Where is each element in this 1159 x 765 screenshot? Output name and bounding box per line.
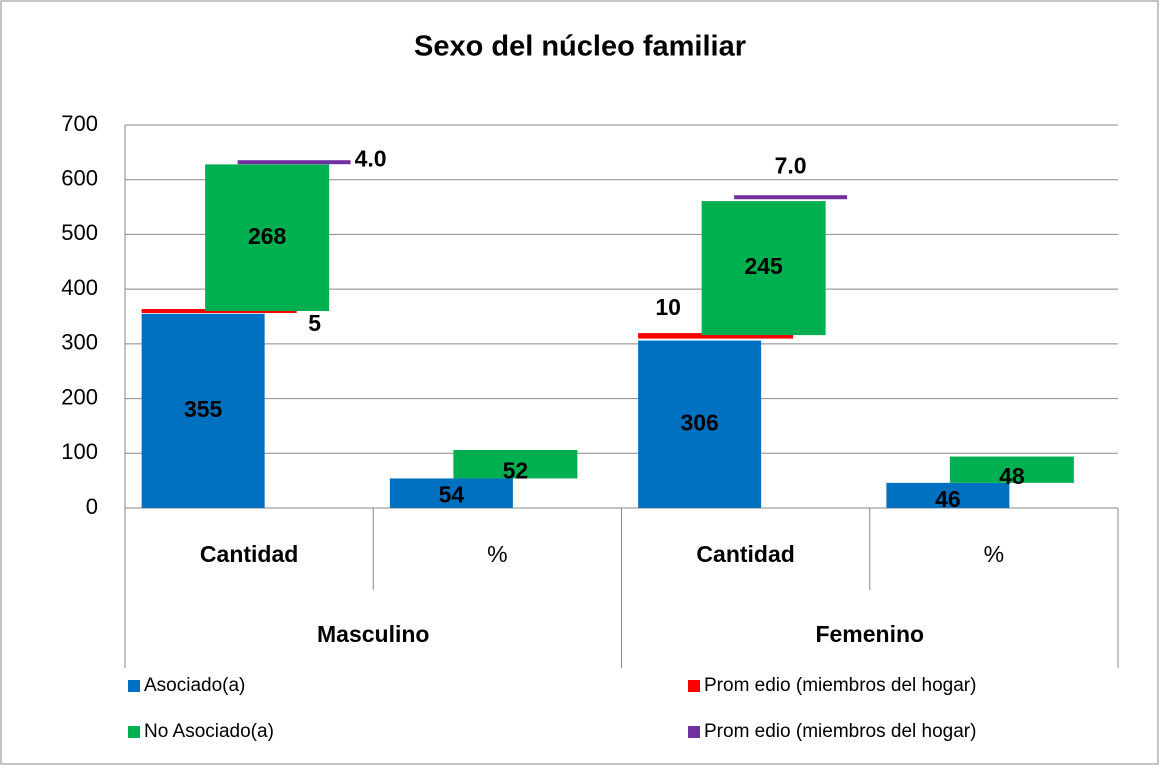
bar-segment bbox=[141, 313, 265, 508]
bar-segment bbox=[886, 482, 1010, 508]
y-tick-label: 600 bbox=[61, 166, 98, 191]
y-tick-label: 300 bbox=[61, 330, 98, 355]
legend-label: Asociado(a) bbox=[144, 675, 245, 696]
group-label: Femenino bbox=[815, 621, 924, 647]
legend-label: Prom edio (miembros del hogar) bbox=[704, 721, 976, 742]
data-label: 5 bbox=[308, 310, 321, 336]
data-label: 7.0 bbox=[775, 152, 807, 178]
data-label: 48 bbox=[999, 463, 1025, 489]
data-label: 4.0 bbox=[355, 145, 387, 171]
y-tick-label: 0 bbox=[86, 494, 98, 519]
data-label: 10 bbox=[655, 294, 681, 320]
bar-segment bbox=[205, 164, 330, 312]
bar-segment bbox=[237, 160, 351, 165]
legend-swatch bbox=[128, 680, 140, 692]
data-label: 268 bbox=[248, 223, 287, 249]
data-label: 52 bbox=[503, 457, 529, 483]
y-tick-label: 400 bbox=[61, 275, 98, 300]
bar-segment bbox=[949, 456, 1074, 483]
y-tick-label: 500 bbox=[61, 220, 98, 245]
y-tick-label: 200 bbox=[61, 384, 98, 409]
chart-title: Sexo del núcleo familiar bbox=[414, 31, 746, 63]
legend-swatch bbox=[128, 726, 140, 738]
legend-label: Prom edio (miembros del hogar) bbox=[704, 675, 976, 696]
group-label: Masculino bbox=[317, 621, 429, 647]
legend-label: No Asociado(a) bbox=[144, 721, 274, 742]
bar-segment bbox=[453, 450, 578, 479]
bar-segment bbox=[389, 478, 513, 508]
bar-segment bbox=[734, 195, 848, 200]
bar-segment bbox=[638, 333, 794, 339]
y-tick-label: 100 bbox=[61, 439, 98, 464]
data-label: 245 bbox=[744, 253, 783, 279]
data-label: 306 bbox=[680, 409, 718, 435]
bar-segment bbox=[701, 201, 826, 336]
data-label: 46 bbox=[935, 486, 961, 512]
x-tick-label: % bbox=[984, 541, 1004, 567]
x-tick-label: % bbox=[487, 541, 507, 567]
data-label: 54 bbox=[439, 482, 465, 508]
data-label: 355 bbox=[184, 396, 223, 422]
bar-segment bbox=[638, 340, 762, 508]
y-tick-label: 700 bbox=[61, 111, 98, 136]
x-tick-label: Cantidad bbox=[200, 541, 298, 567]
legend-swatch bbox=[688, 726, 700, 738]
x-tick-label: Cantidad bbox=[696, 541, 794, 567]
legend-swatch bbox=[688, 680, 700, 692]
